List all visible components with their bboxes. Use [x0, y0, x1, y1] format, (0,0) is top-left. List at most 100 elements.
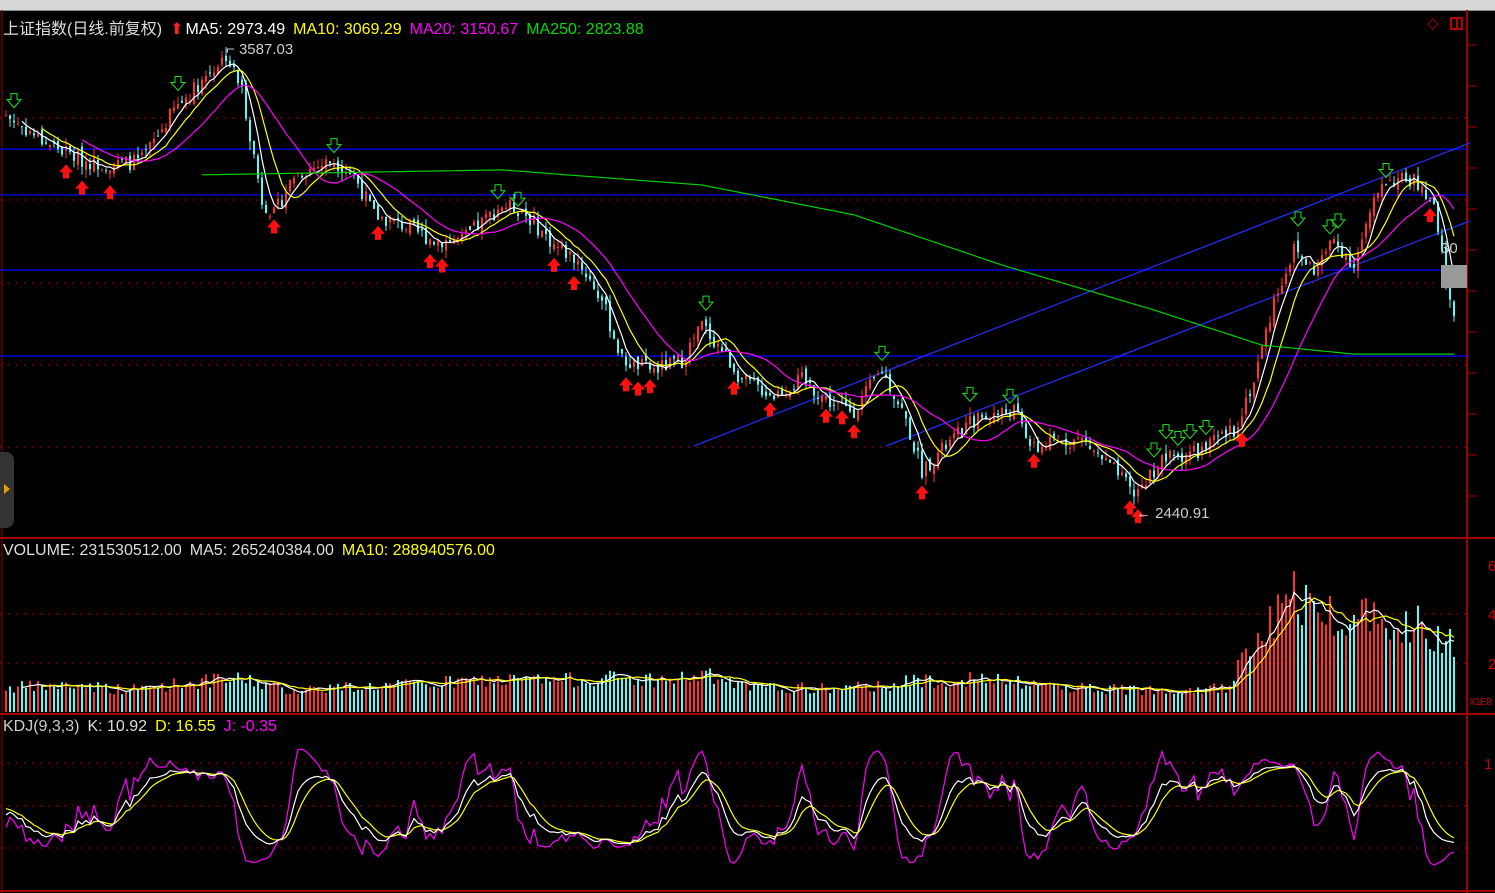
candle-body: [1369, 212, 1371, 229]
candle-body: [101, 168, 103, 170]
candle-body: [357, 174, 359, 184]
candle-body: [965, 422, 967, 435]
buy-arrow-icon: [1423, 208, 1437, 223]
candle-body: [289, 179, 291, 192]
sell-arrow-icon: [489, 184, 507, 200]
kdj-k-line: [5, 765, 1455, 845]
candle-body: [41, 129, 43, 145]
candle-body: [1337, 241, 1339, 246]
candle-body: [949, 439, 951, 448]
candle-body: [1325, 251, 1327, 254]
candle-body: [917, 447, 919, 451]
candle-body: [577, 260, 579, 265]
volume-header: VOLUME: 231530512.00 MA5: 265240384.00 MA1…: [3, 542, 503, 560]
candle-body: [981, 414, 983, 418]
candle-body: [9, 115, 11, 119]
sell-arrow-icon: [509, 191, 527, 207]
volume-ma10-line: [41, 597, 1455, 693]
candle-body: [1229, 425, 1231, 434]
candle-body: [377, 204, 379, 220]
candle-body: [1161, 455, 1163, 471]
volume-ma5-line: [21, 591, 1455, 694]
candle-body: [325, 159, 327, 170]
candle-body: [801, 372, 803, 377]
candle-body: [417, 220, 419, 232]
price-tag: 30: [1441, 240, 1458, 257]
buy-arrow-icon: [727, 380, 741, 395]
ma250-line: [202, 169, 1454, 355]
candle-body: [29, 130, 31, 134]
candle-body: [549, 231, 551, 247]
candle-body: [761, 385, 763, 396]
candle-body: [1117, 459, 1119, 476]
candle-body: [5, 115, 7, 117]
candle-body: [501, 207, 503, 212]
candle-body: [1241, 416, 1243, 427]
candle-body: [1089, 445, 1091, 450]
candle-body: [897, 401, 899, 405]
candle-body: [805, 368, 807, 384]
buy-arrow-icon: [619, 377, 633, 392]
buy-arrow-icon: [819, 408, 833, 423]
buy-arrow-icon: [267, 219, 281, 234]
buy-arrow-icon: [763, 402, 777, 417]
candle-body: [765, 391, 767, 397]
collapse-handle[interactable]: [0, 452, 14, 528]
candle-body: [181, 100, 183, 103]
candle-body: [969, 415, 971, 425]
candle-body: [1357, 252, 1359, 272]
candle-body: [517, 213, 519, 217]
candle-body: [1185, 456, 1187, 465]
candle-body: [589, 275, 591, 280]
candle-body: [249, 119, 251, 142]
candle-body: [1417, 175, 1419, 190]
candle-body: [1177, 453, 1179, 456]
candle-body: [45, 142, 47, 144]
candle-body: [961, 427, 963, 438]
candle-body: [1001, 407, 1003, 417]
candle-body: [953, 433, 955, 439]
candle-body: [149, 142, 151, 150]
candle-body: [1253, 382, 1255, 398]
layout-toggle-icon[interactable]: [1450, 17, 1463, 30]
candle-body: [557, 246, 559, 248]
sell-arrow-icon: [1145, 442, 1163, 458]
buy-arrow-icon: [103, 185, 117, 200]
candle-body: [1153, 470, 1155, 478]
buy-arrow-icon: [75, 180, 89, 195]
candle-body: [1385, 184, 1387, 186]
candle-body: [1045, 449, 1047, 451]
candle-body: [341, 167, 343, 173]
sell-arrow-icon: [1321, 219, 1339, 235]
candle-body: [1041, 446, 1043, 453]
candle-body: [473, 221, 475, 226]
candle-body: [1425, 189, 1427, 200]
sell-arrow-icon: [697, 295, 715, 311]
diamond-icon[interactable]: ◇: [1427, 15, 1439, 32]
candle-body: [1437, 202, 1439, 232]
buy-arrow-icon: [915, 485, 929, 500]
candle-body: [1377, 192, 1379, 198]
candle-body: [401, 222, 403, 230]
candle-body: [957, 427, 959, 435]
candle-body: [733, 363, 735, 373]
candle-body: [1005, 409, 1007, 414]
candle-body: [217, 67, 219, 74]
ma250-label: MA250: 2823.88: [526, 21, 644, 38]
candle-body: [1149, 470, 1151, 484]
candle-body: [709, 323, 711, 339]
candle-body: [669, 357, 671, 369]
candle-body: [837, 402, 839, 404]
candle-body: [1313, 266, 1315, 275]
candle-body: [1073, 439, 1075, 446]
buy-arrow-icon: [371, 225, 385, 240]
candle-body: [741, 378, 743, 380]
sell-arrow-icon: [1181, 424, 1199, 440]
ma5-line: [21, 63, 1455, 490]
candle-body: [369, 194, 371, 202]
buy-arrow-icon: [1235, 432, 1249, 447]
candle-body: [525, 208, 527, 216]
candle-body: [725, 348, 727, 351]
buy-arrow-icon: [631, 381, 645, 396]
